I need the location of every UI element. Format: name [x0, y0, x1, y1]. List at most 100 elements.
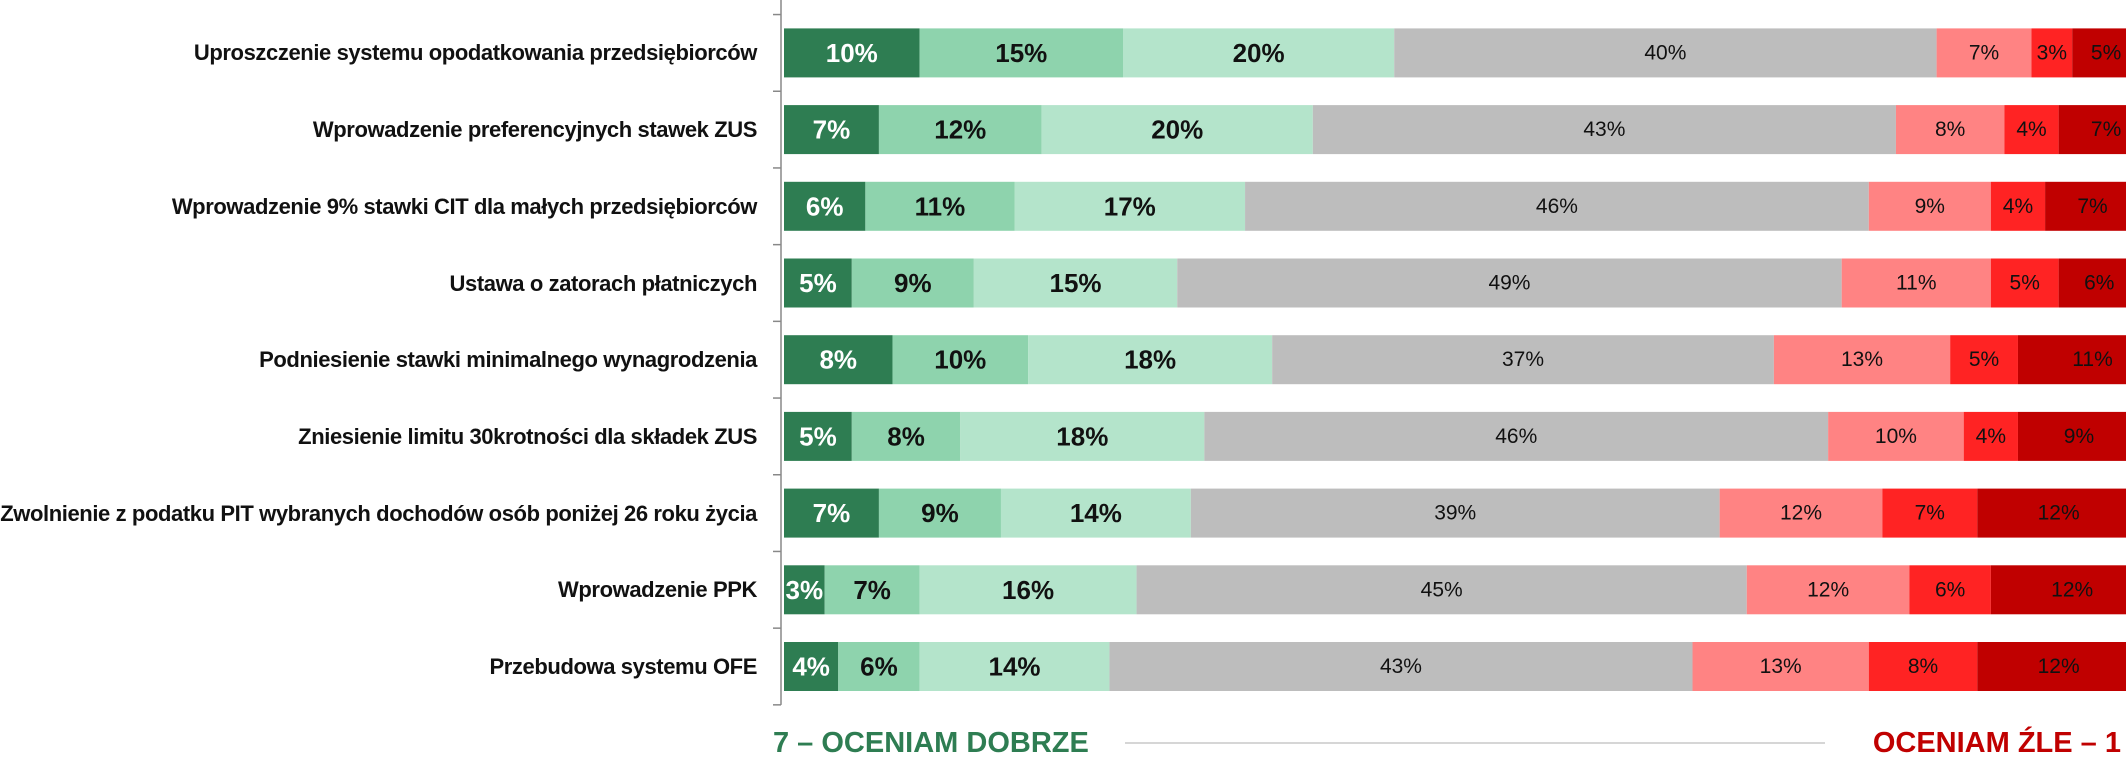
value-label: 16%: [1002, 575, 1054, 605]
bar-segment: [1828, 411, 1964, 461]
value-label: 4%: [792, 652, 830, 682]
value-label: 4%: [2003, 195, 2033, 218]
category-label-row: Wprowadzenie 9% stawki CIT dla małych pr…: [0, 166, 758, 246]
value-label: 46%: [1495, 425, 1537, 448]
bar-segment: [784, 258, 852, 308]
bar-segment: [1123, 28, 1395, 78]
bar-segment: [878, 105, 1042, 155]
value-label: 9%: [1915, 195, 1945, 218]
bar-segment: [784, 28, 920, 78]
category-label-row: Zwolnienie z podatku PIT wybranych docho…: [0, 473, 757, 553]
bar-segment: [1977, 642, 2126, 691]
value-label: 10%: [934, 345, 986, 375]
bar-segment: [784, 181, 866, 231]
bar-segment: [2031, 28, 2073, 78]
value-label: 7%: [2091, 118, 2121, 141]
value-label: 37%: [1502, 348, 1544, 371]
value-label: 7%: [1915, 502, 1945, 525]
value-label: 6%: [806, 191, 844, 221]
bar-segment: [2072, 28, 2126, 78]
bar-segment: [1909, 565, 1991, 615]
value-label: 6%: [1935, 578, 1965, 601]
bar-segment: [2004, 105, 2059, 155]
bar-segment: [1746, 565, 1910, 615]
value-label: 18%: [1124, 345, 1176, 375]
bar-segment: [919, 565, 1137, 615]
value-label: 4%: [2016, 118, 2046, 141]
category-label: Przebudowa systemu OFE: [489, 654, 758, 679]
value-label: 5%: [799, 421, 837, 451]
bar-segment: [1245, 181, 1869, 231]
bar-segment: [1109, 642, 1693, 691]
bar-segment: [1773, 335, 1951, 385]
value-label: 8%: [819, 345, 857, 375]
category-label: Uproszczenie systemu opodatkowania przed…: [193, 40, 758, 66]
bar-segment: [1990, 258, 2059, 308]
value-label: 6%: [860, 652, 898, 682]
bar-segment: [2045, 181, 2126, 231]
value-label: 11%: [2072, 348, 2112, 371]
bar-segment: [919, 642, 1110, 691]
bar-segment: [1895, 105, 2005, 155]
value-label: 15%: [995, 38, 1047, 68]
value-label: 12%: [1807, 578, 1849, 601]
bar-segment: [865, 181, 1015, 231]
value-label: 7%: [813, 115, 851, 145]
value-label: 49%: [1488, 272, 1530, 295]
value-label: 10%: [1875, 425, 1917, 448]
value-label: 9%: [921, 498, 959, 528]
bar-segment: [1977, 488, 2126, 538]
value-label: 11%: [915, 191, 966, 221]
value-label: 12%: [1780, 502, 1822, 525]
bar-segment: [1990, 565, 2126, 615]
category-label-row: Uproszczenie systemu opodatkowania przed…: [0, 13, 758, 93]
category-label: Wprowadzenie preferencyjnych stawek ZUS: [312, 117, 757, 143]
bar-segment: [1692, 642, 1869, 691]
bar-segment: [2058, 258, 2126, 308]
bar-segment: [1868, 181, 1991, 231]
value-label: 15%: [1050, 268, 1102, 298]
bar-segment: [784, 105, 879, 155]
category-label-row: Wprowadzenie preferencyjnych stawek ZUS: [0, 90, 757, 170]
bar-segment: [1190, 488, 1720, 538]
bar-segment: [851, 258, 974, 308]
category-label: Podniesienie stawki minimalnego wynagrod…: [259, 347, 757, 373]
bar-segment: [784, 565, 825, 615]
value-label: 39%: [1434, 502, 1476, 525]
value-label: 7%: [813, 498, 851, 528]
value-label: 12%: [934, 115, 986, 145]
bar-segment: [1882, 488, 1978, 538]
bar-segment: [824, 565, 920, 615]
value-label: 7%: [2077, 195, 2107, 218]
bar-segment: [1868, 642, 1978, 691]
bar-segment: [1719, 488, 1883, 538]
bar-segment: [1936, 28, 2032, 78]
value-label: 17%: [1104, 191, 1156, 221]
value-label: 9%: [894, 268, 932, 298]
value-label: 12%: [2051, 578, 2093, 601]
category-label-row: Wprowadzenie PPK: [0, 550, 757, 630]
category-label: Wprowadzenie 9% stawki CIT dla małych pr…: [171, 193, 758, 219]
bar-segment: [1950, 335, 2018, 385]
bar-segment: [878, 488, 1001, 538]
category-label-row: Podniesienie stawki minimalnego wynagrod…: [0, 320, 757, 400]
bar-segment: [1990, 181, 2046, 231]
category-label-row: Zniesienie limitu 30krotności dla składe…: [0, 396, 757, 476]
right-caption: OCENIAM ŹLE – 1: [1873, 725, 2121, 758]
bar-segment: [784, 488, 879, 538]
value-label: 8%: [1935, 118, 1965, 141]
bar-segment: [919, 28, 1123, 78]
value-label: 18%: [1056, 421, 1108, 451]
value-label: 5%: [1969, 348, 1999, 371]
value-label: 20%: [1233, 38, 1285, 68]
value-label: 5%: [2091, 41, 2121, 64]
bar-segment: [1312, 105, 1896, 155]
bar-segment: [2017, 335, 2126, 385]
value-label: 3%: [2037, 41, 2067, 64]
value-label: 14%: [988, 652, 1040, 682]
bar-segment: [1014, 181, 1246, 231]
category-label: Zwolnienie z podatku PIT wybranych docho…: [0, 500, 757, 526]
bar-segment: [784, 642, 839, 691]
